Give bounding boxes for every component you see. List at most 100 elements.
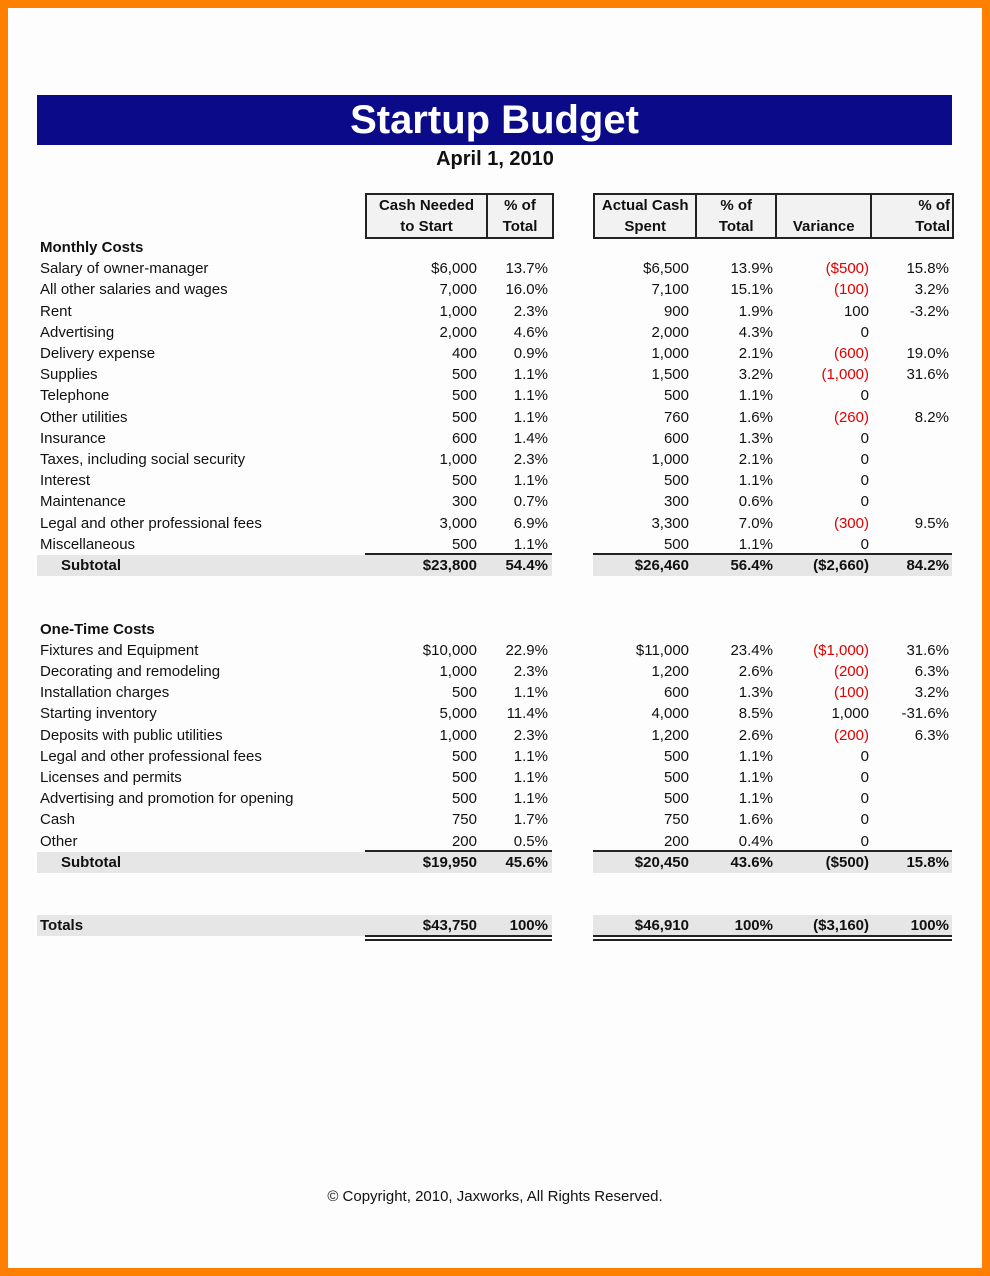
cell-value: 0 [860, 790, 869, 808]
row-label: Maintenance [40, 493, 126, 511]
cell-value: 500 [663, 790, 689, 808]
cell-value: 2.3% [513, 663, 548, 680]
cell-value: ($1,000) [813, 641, 869, 659]
subtotal-rule [593, 849, 952, 852]
cell-value: 500 [451, 747, 477, 765]
cell-value: 500 [451, 387, 477, 405]
row-label: Advertising and promotion for opening [40, 790, 294, 808]
cell-value: 2.6% [738, 663, 773, 680]
cell-value: 6.9% [513, 514, 548, 532]
cell-value: $19,950 [422, 853, 477, 871]
row-label: Insurance [40, 429, 106, 447]
cell-value: $10,000 [422, 641, 477, 659]
cell-value: 2,000 [439, 323, 477, 341]
cell-value: $43,750 [422, 917, 477, 935]
row-label: Salary of owner-manager [40, 260, 209, 278]
table-row: Advertising and promotion for opening 500… [0, 788, 990, 809]
cell-value: 1,000 [831, 705, 869, 723]
header-line: % of [918, 197, 951, 214]
row-label: Subtotal [61, 557, 121, 574]
cell-value: 1.1% [513, 747, 548, 765]
cell-value: (100) [833, 684, 869, 702]
row-shading [37, 555, 552, 576]
cell-value: $6,000 [431, 260, 477, 278]
cell-value: 0 [860, 769, 869, 786]
cell-value: 1.1% [738, 769, 773, 786]
cell-value: 4,000 [651, 705, 689, 723]
cell-value: 1.6% [738, 408, 773, 426]
cell-value: 500 [663, 535, 689, 553]
header-line: Actual Cash [601, 197, 689, 214]
page-title: Startup Budget [37, 95, 952, 145]
cell-value: 600 [663, 429, 689, 447]
cell-value: 11.4% [506, 705, 548, 723]
cell-value: 16.0% [505, 281, 548, 299]
table-row: Supplies 500 1.1% 1,500 3.2% (1,000) 31.6% [0, 364, 990, 385]
cell-value: 500 [663, 387, 689, 405]
row-shading [37, 851, 552, 873]
cell-value: 3,000 [439, 514, 477, 532]
cell-value: 500 [451, 366, 477, 384]
row-label: Installation charges [40, 684, 170, 702]
row-label: Delivery expense [40, 345, 156, 362]
row-label: Miscellaneous [40, 535, 136, 553]
cell-value: 1.7% [513, 811, 548, 829]
cell-value: 54.4% [505, 557, 548, 574]
cell-value: 3.2% [914, 684, 949, 702]
cell-value: -31.6% [901, 705, 949, 723]
cell-value: 0 [860, 451, 869, 468]
table-row: Delivery expense 400 0.9% 1,000 2.1% (600) 19.… [0, 343, 990, 364]
subtotal-rule [365, 849, 552, 852]
cell-value: 1.1% [513, 408, 548, 426]
cell-value: 300 [663, 493, 689, 511]
cell-value: 500 [451, 790, 477, 808]
cell-value: 43.6% [730, 853, 773, 871]
table-row: Other utilities 500 1.1% 760 1.6% (260) 8.2% [0, 407, 990, 428]
cell-value: 7,100 [651, 281, 689, 299]
cell-value: 3.2% [738, 366, 773, 384]
cell-value: 500 [663, 472, 689, 490]
cell-value: (200) [833, 726, 869, 744]
cell-value: 200 [663, 832, 689, 850]
cell-value: 1.9% [738, 302, 773, 320]
cell-value: 1.3% [738, 429, 773, 447]
cell-value: 750 [451, 811, 477, 829]
table-row: Other 200 0.5% 200 0.4% 0 [0, 831, 990, 852]
header-actual-cash: Actual Cash Spent [595, 195, 698, 237]
cell-value: 13.7% [505, 260, 548, 278]
cell-value: (300) [833, 514, 869, 532]
cell-value: 0 [860, 811, 869, 829]
table-row: Taxes, including social security 1,000 2.3… [0, 449, 990, 470]
cell-value: 1,000 [439, 302, 477, 320]
row-label: All other salaries and wages [40, 281, 228, 299]
cell-value: 500 [451, 769, 477, 786]
header-cash-needed: Cash Needed to Start [367, 195, 488, 237]
cell-value: 8.2% [914, 408, 949, 426]
section-heading: Monthly Costs [0, 237, 990, 258]
cell-value: $46,910 [634, 917, 689, 935]
cell-value: 0 [860, 429, 869, 447]
row-label: Starting inventory [40, 705, 157, 723]
cell-value: 3.2% [914, 281, 949, 299]
cell-value: 1.6% [738, 811, 773, 829]
cell-value: 500 [663, 747, 689, 765]
cell-value: 100% [734, 917, 773, 935]
cell-value: $20,450 [634, 853, 689, 871]
cell-value: 1.1% [513, 790, 548, 808]
cell-value: 9.5% [914, 514, 949, 532]
cell-value: 6.3% [914, 726, 949, 744]
cell-value: 0.7% [513, 493, 548, 511]
cell-value: 19.0% [906, 345, 949, 362]
cell-value: 8.5% [738, 705, 773, 723]
cell-value: -3.2% [909, 302, 949, 320]
header-variance: Variance [777, 195, 873, 237]
header-line: Total [502, 218, 538, 235]
cell-value: 1.1% [738, 472, 773, 490]
cell-value: ($500) [825, 853, 869, 871]
header-line: Total [718, 218, 754, 235]
cell-value: 84.2% [906, 557, 949, 574]
subtotal-rule [593, 553, 952, 555]
cell-value: 4.3% [738, 323, 773, 341]
row-label: Fixtures and Equipment [40, 641, 199, 659]
section-heading-label: Monthly Costs [40, 239, 144, 256]
